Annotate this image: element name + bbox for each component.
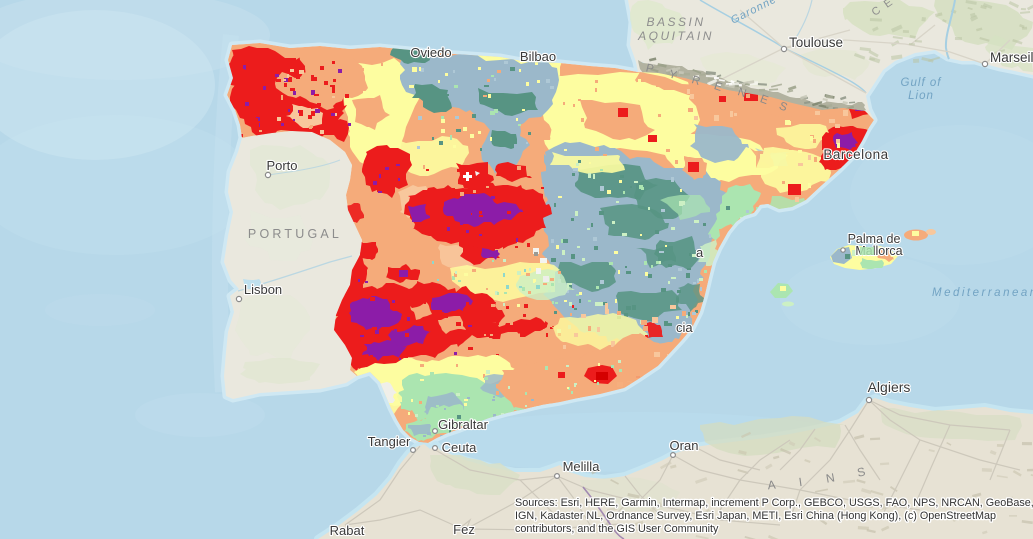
svg-text:Gulf of: Gulf of <box>901 77 943 89</box>
svg-text:Algiers: Algiers <box>868 379 911 395</box>
svg-text:a: a <box>696 245 704 260</box>
svg-text:Barcelona: Barcelona <box>823 147 888 162</box>
svg-text:cia: cia <box>676 320 693 335</box>
svg-text:Lisbon: Lisbon <box>244 282 282 297</box>
svg-text:Ceuta: Ceuta <box>442 440 477 455</box>
svg-text:S: S <box>856 464 867 479</box>
svg-text:Mediterranean: Mediterranean <box>932 287 1033 299</box>
svg-text:Gibraltar: Gibraltar <box>438 417 489 432</box>
svg-text:P: P <box>645 62 656 76</box>
svg-text:Tangier: Tangier <box>368 434 411 449</box>
svg-text:R: R <box>690 74 701 88</box>
svg-text:Toulouse: Toulouse <box>789 35 843 50</box>
svg-text:S: S <box>777 100 789 114</box>
svg-text:I: I <box>798 475 803 489</box>
svg-text:AQUITAIN: AQUITAIN <box>637 29 714 43</box>
svg-text:Oviedo: Oviedo <box>410 45 451 60</box>
svg-text:BASSIN: BASSIN <box>646 15 705 29</box>
svg-text:IGN, Kadaster NL, Ordnance Sur: IGN, Kadaster NL, Ordnance Survey, Esri … <box>515 510 996 522</box>
svg-text:E: E <box>712 80 723 94</box>
svg-text:Y: Y <box>667 68 678 82</box>
svg-text:PORTUGAL: PORTUGAL <box>248 227 342 241</box>
svg-text:A: A <box>767 478 776 493</box>
svg-text:Marseille: Marseille <box>990 50 1033 65</box>
svg-text:Palma de: Palma de <box>848 232 901 246</box>
svg-text:Lion: Lion <box>908 90 934 102</box>
svg-text:Rabat: Rabat <box>330 523 365 538</box>
svg-text:N: N <box>736 86 748 100</box>
svg-text:E: E <box>758 93 770 107</box>
svg-text:Oran: Oran <box>670 438 699 453</box>
svg-text:Porto: Porto <box>266 158 297 173</box>
svg-text:contributors, and the GIS User: contributors, and the GIS User Community <box>515 523 719 535</box>
svg-text:N: N <box>825 470 836 485</box>
svg-text:Melilla: Melilla <box>563 459 601 474</box>
svg-text:Fez: Fez <box>453 522 475 537</box>
svg-text:Bilbao: Bilbao <box>520 49 556 64</box>
svg-text:E: E <box>882 0 895 11</box>
svg-text:Sources: Esri, HERE, Garmin, I: Sources: Esri, HERE, Garmin, Intermap, i… <box>515 497 1033 509</box>
